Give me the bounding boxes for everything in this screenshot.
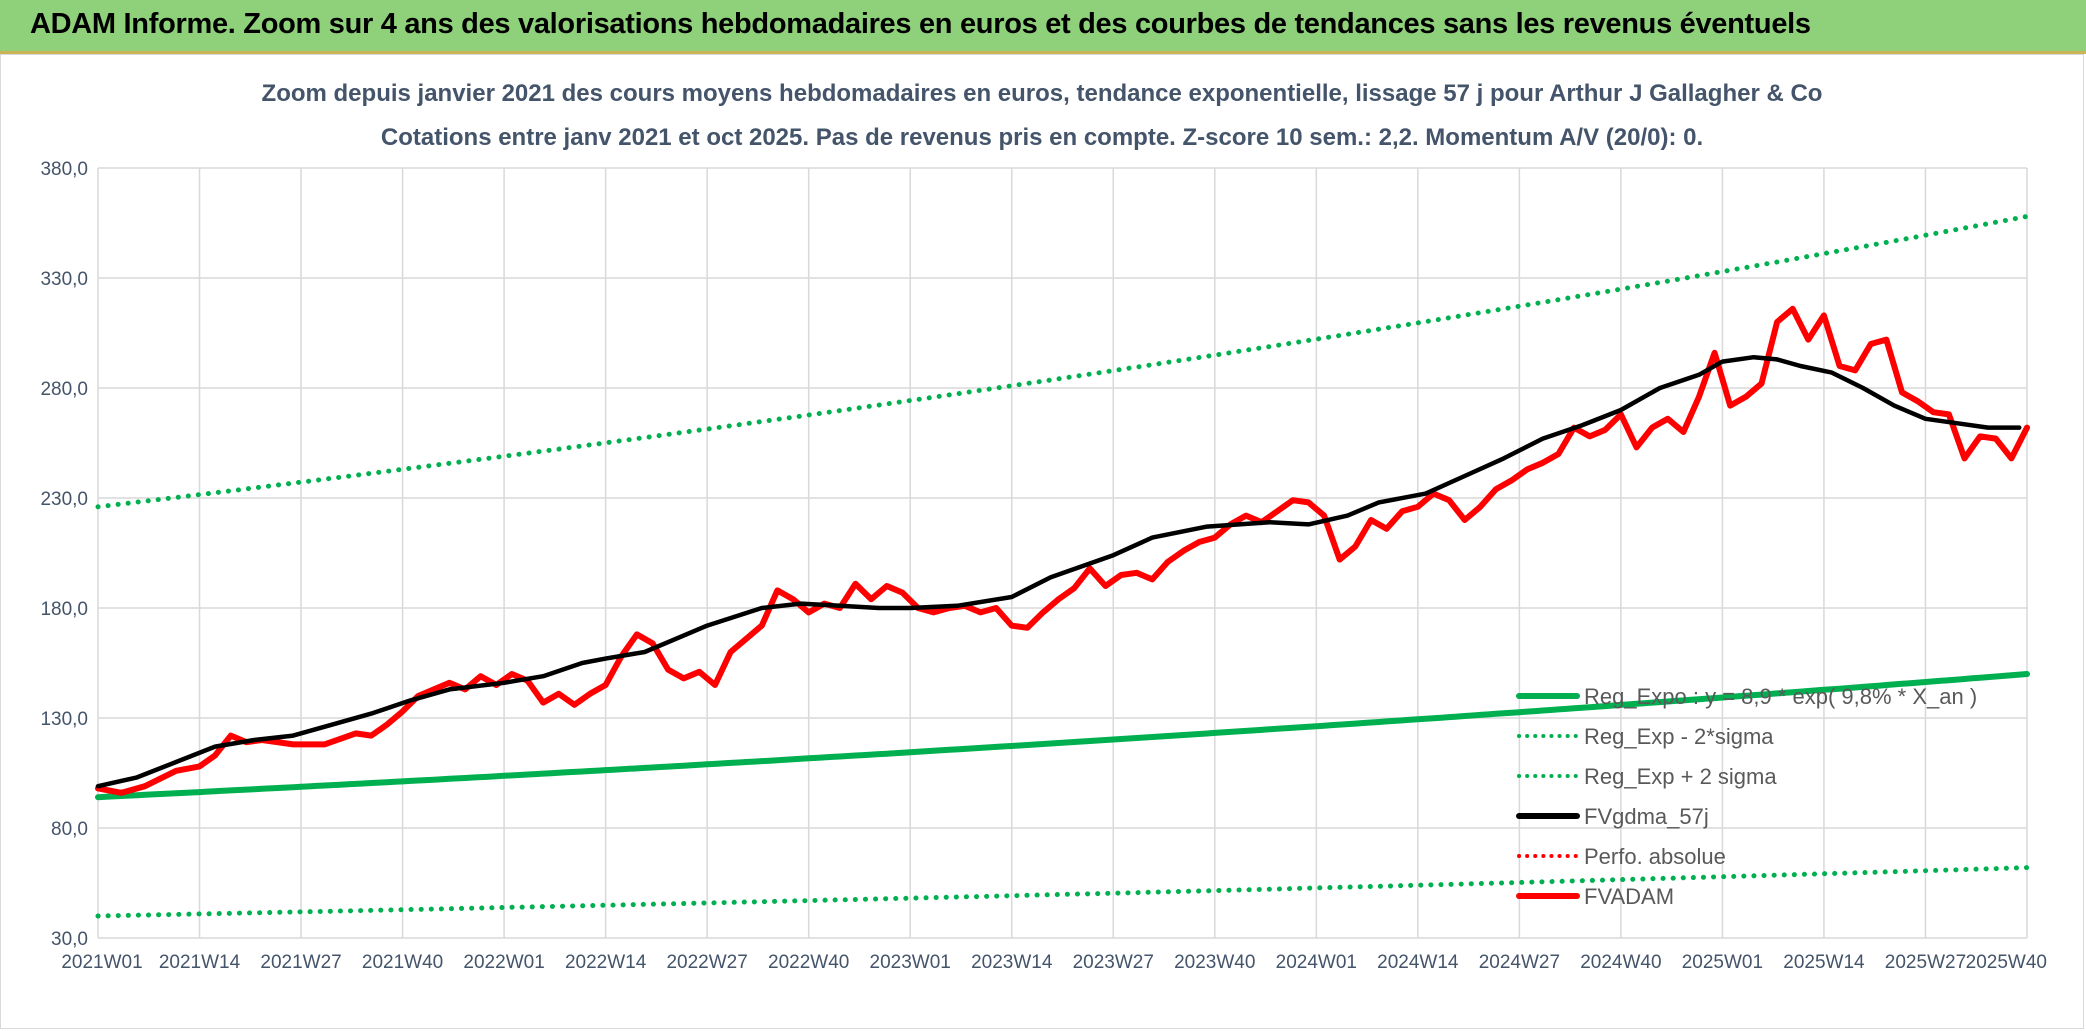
x-tick-label: 2022W14	[565, 952, 647, 973]
legend-label: FVgdma_57j	[1584, 804, 1709, 829]
x-tick-label: 2022W27	[666, 952, 747, 973]
y-tick-label: 30,0	[51, 929, 88, 950]
x-tick-label: 2025W01	[1682, 952, 1763, 973]
x-tick-label: 2021W01	[61, 952, 142, 973]
report-banner: ADAM Informe. Zoom sur 4 ans des valoris…	[0, 0, 2086, 54]
y-tick-label: 230,0	[40, 489, 88, 510]
x-tick-label: 2023W14	[971, 952, 1053, 973]
x-axis: 2021W01 2021W14 2021W27 2021W40 2022W01 2022W…	[61, 952, 2047, 973]
series-reg-exp-plus-2sigma	[95, 213, 2030, 510]
legend-label: Reg_Expo : y = 8,9 * exp( 9,8% * X_an )	[1584, 684, 1977, 709]
x-tick-label: 2021W27	[260, 952, 341, 973]
x-tick-label: 2022W01	[463, 952, 544, 973]
legend-label: Reg_Exp + 2 sigma	[1584, 764, 1777, 789]
y-tick-label: 280,0	[40, 379, 88, 400]
x-tick-label: 2023W40	[1174, 952, 1255, 973]
legend-label: Reg_Exp - 2*sigma	[1584, 724, 1774, 749]
report-title: ADAM Informe. Zoom sur 4 ans des valoris…	[30, 8, 1811, 40]
chart-title: Zoom depuis janvier 2021 des cours moyen…	[262, 80, 1823, 107]
x-tick-label: 2022W40	[768, 952, 849, 973]
chart-svg: Zoom depuis janvier 2021 des cours moyen…	[40, 80, 2047, 973]
chart-subtitle: Cotations entre janv 2021 et oct 2025. P…	[381, 124, 1703, 151]
x-tick-label: 2024W40	[1580, 952, 1661, 973]
x-tick-label: 2025W14	[1783, 952, 1865, 973]
x-tick-label: 2025W27	[1885, 952, 1966, 973]
series-fvgdma-57j	[95, 354, 2022, 789]
y-tick-label: 180,0	[40, 599, 88, 620]
legend: Reg_Expo : y = 8,9 * exp( 9,8% * X_an ) R…	[1516, 684, 1977, 909]
x-tick-label: 2024W27	[1479, 952, 1560, 973]
y-tick-label: 80,0	[51, 819, 88, 840]
x-tick-label: 2024W14	[1377, 952, 1459, 973]
x-tick-label: 2024W01	[1276, 952, 1357, 973]
legend-label: Perfo. absolue	[1584, 844, 1726, 869]
series-reg-exp-minus-2sigma	[95, 865, 2030, 919]
legend-label: FVADAM	[1584, 884, 1674, 909]
y-tick-label: 330,0	[40, 269, 88, 290]
grid	[97, 167, 2028, 939]
chart-frame: Zoom depuis janvier 2021 des cours moyen…	[0, 54, 2084, 1029]
series-fvadam	[95, 305, 2030, 796]
series-layer	[95, 213, 2030, 919]
y-tick-label: 130,0	[40, 709, 88, 730]
x-tick-label: 2025W40	[1966, 952, 2047, 973]
series-reg-expo	[95, 671, 2030, 801]
x-tick-label: 2023W01	[870, 952, 951, 973]
x-tick-label: 2023W27	[1073, 952, 1154, 973]
y-tick-label: 380,0	[40, 159, 88, 180]
x-tick-label: 2021W14	[159, 952, 241, 973]
y-axis: 30,0 80,0 130,0 180,0 230,0 280,0 330,0 380,0	[40, 159, 88, 950]
x-tick-label: 2021W40	[362, 952, 443, 973]
